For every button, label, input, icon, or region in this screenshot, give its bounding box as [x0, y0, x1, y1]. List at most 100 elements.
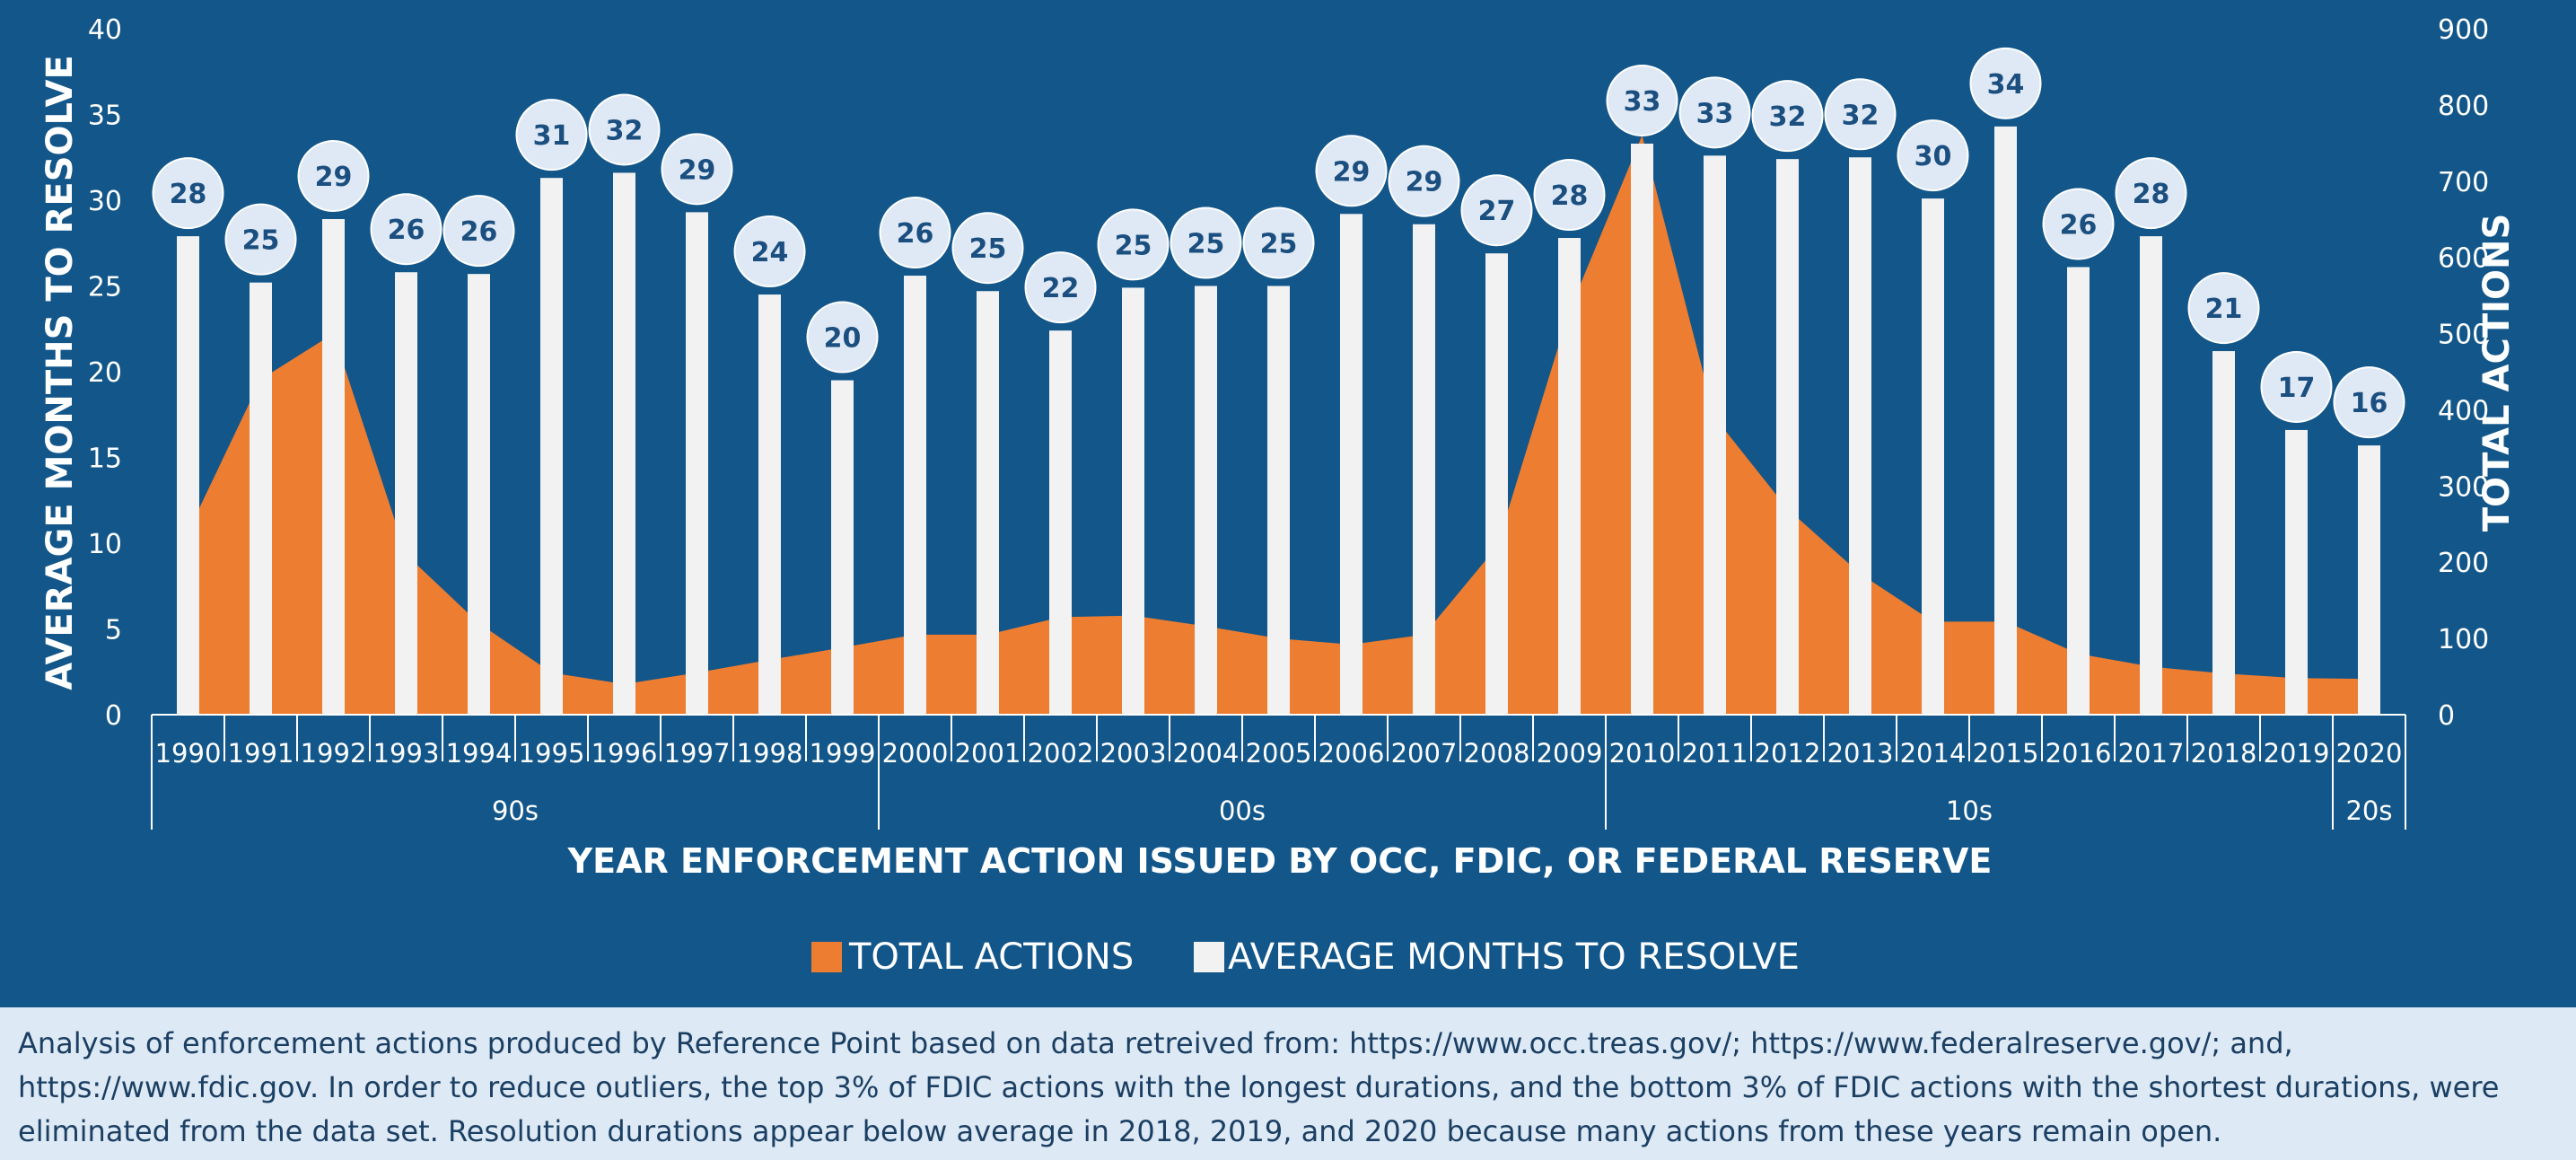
x-tick-label-2006: 2006: [1319, 738, 1385, 769]
bar-1998: [758, 294, 781, 715]
data-label-bubble-2010: [1606, 64, 1678, 136]
data-label-bubble-2018: [2187, 272, 2260, 345]
data-label-bubble-2007: [1388, 145, 1460, 217]
right-axis-tick-label: 100: [2438, 624, 2489, 655]
bar-1993: [395, 272, 417, 715]
footnote-line-1: Analysis of enforcement actions produced…: [18, 1026, 2293, 1060]
data-label-2015: 34: [1987, 69, 2025, 101]
data-label-bubble-2006: [1315, 135, 1388, 207]
data-label-bubble-2004: [1170, 207, 1242, 279]
left-axis-tick-label: 20: [88, 357, 122, 389]
data-label-bubble-1992: [297, 140, 370, 213]
left-axis-tick-label: 30: [88, 186, 122, 217]
x-tick-label-2001: 2001: [955, 738, 1021, 769]
left-axis-tick-label: 25: [88, 272, 122, 303]
left-axis-tick-label: 10: [88, 529, 122, 560]
data-label-2020: 16: [2351, 388, 2388, 419]
bar-2017: [2140, 236, 2162, 715]
x-tick-label-2014: 2014: [1900, 738, 1967, 769]
right-axis-title: TOTAL ACTIONS: [2476, 214, 2518, 532]
right-axis-tick-label: 700: [2438, 167, 2489, 198]
total-actions-area-layer: [188, 135, 2370, 715]
footnote-line-3: eliminated from the data set. Resolution…: [18, 1114, 2222, 1148]
x-tick-label-2000: 2000: [882, 738, 949, 769]
x-tick-label-2016: 2016: [2046, 738, 2112, 769]
data-label-1995: 31: [533, 120, 571, 152]
x-tick-label-2020: 2020: [2336, 738, 2403, 769]
data-label-bubble-1998: [733, 215, 806, 288]
bar-1995: [540, 178, 563, 716]
data-label-bubble-1995: [515, 99, 588, 171]
legend-swatch-total-actions: [811, 942, 842, 972]
x-tick-label-1992: 1992: [301, 738, 367, 769]
right-axis-tick-label: 800: [2438, 91, 2489, 122]
bar-2014: [1922, 198, 1944, 716]
x-tick-label-1994: 1994: [446, 738, 513, 769]
data-label-1996: 32: [606, 115, 644, 146]
average-months-bar-layer: 28 25 29 26 26 31 32 29 24 20 26 25 22 25 25 25 29 29 27 28…: [152, 47, 2405, 716]
bar-2000: [904, 276, 926, 715]
bar-2015: [1994, 126, 2017, 715]
right-axis-tick-label: 600: [2438, 243, 2489, 275]
x-tick-label-2011: 2011: [1682, 738, 1748, 769]
decade-label-20s: 20s: [2345, 795, 2392, 826]
data-label-bubble-2020: [2333, 366, 2405, 439]
x-tick-label-1995: 1995: [519, 738, 585, 769]
data-label-bubble-2001: [951, 212, 1024, 285]
x-tick-label-1997: 1997: [664, 738, 731, 769]
x-tick-label-1996: 1996: [591, 738, 658, 769]
bar-2004: [1195, 286, 1217, 715]
data-label-bubble-2015: [1969, 47, 2042, 119]
x-axis-title: YEAR ENFORCEMENT ACTION ISSUED BY OCC, F…: [567, 841, 1993, 881]
data-label-1998: 24: [751, 237, 789, 268]
x-tick-label-2003: 2003: [1100, 738, 1167, 769]
x-tick-label-2010: 2010: [1609, 738, 1676, 769]
left-axis-tick-label: 40: [88, 14, 122, 46]
data-label-bubble-1991: [224, 203, 297, 276]
right-axis-tick-label: 200: [2438, 548, 2489, 579]
left-axis-title: AVERAGE MONTHS TO RESOLVE: [39, 55, 81, 690]
bar-2002: [1049, 330, 1072, 715]
data-label-1993: 26: [388, 215, 425, 246]
x-tick-label-2019: 2019: [2264, 738, 2330, 769]
legend-label-total-actions: TOTAL ACTIONS: [848, 936, 1134, 978]
bar-1999: [831, 380, 854, 715]
bar-1994: [468, 274, 490, 715]
data-label-bubble-1990: [152, 157, 224, 230]
data-label-2001: 25: [969, 233, 1007, 265]
legend: TOTAL ACTIONS AVERAGE MONTHS TO RESOLVE: [811, 936, 1800, 978]
right-axis-tick-label: 400: [2438, 395, 2489, 426]
bar-1991: [250, 282, 272, 715]
bar-1997: [686, 212, 708, 715]
data-label-2002: 22: [1042, 273, 1080, 304]
bar-2010: [1631, 143, 1653, 716]
left-axis-tick-label: 35: [88, 101, 122, 132]
x-tick-label-2002: 2002: [1028, 738, 1094, 769]
bar-2009: [1558, 238, 1581, 715]
data-label-2003: 25: [1115, 230, 1152, 261]
x-tick-label-2005: 2005: [1246, 738, 1312, 769]
data-label-2016: 26: [2060, 209, 2098, 241]
data-label-bubble-2005: [1242, 207, 1315, 279]
data-label-2018: 21: [2205, 294, 2243, 325]
data-label-bubble-1997: [661, 133, 733, 206]
x-tick-label-2009: 2009: [1537, 738, 1603, 769]
bar-1990: [177, 236, 199, 715]
data-label-2011: 33: [1696, 98, 1734, 129]
data-label-bubble-2003: [1097, 208, 1170, 281]
data-label-bubble-2000: [879, 197, 951, 269]
bar-2012: [1776, 159, 1799, 715]
bar-2001: [977, 291, 999, 715]
data-label-1992: 29: [315, 162, 353, 193]
data-label-bubble-1993: [370, 193, 442, 266]
bar-2003: [1122, 287, 1144, 715]
data-label-1991: 25: [242, 225, 280, 257]
bar-1992: [322, 219, 345, 715]
data-label-bubble-1996: [588, 93, 661, 166]
data-label-2013: 32: [1842, 100, 1879, 131]
right-axis-tick-label: 500: [2438, 320, 2489, 351]
x-tick-label-2008: 2008: [1464, 738, 1530, 769]
decade-label-10s: 10s: [1946, 795, 1993, 826]
footnote-line-2: https://www.fdic.gov. In order to reduce…: [18, 1070, 2500, 1104]
bar-2008: [1485, 253, 1508, 716]
